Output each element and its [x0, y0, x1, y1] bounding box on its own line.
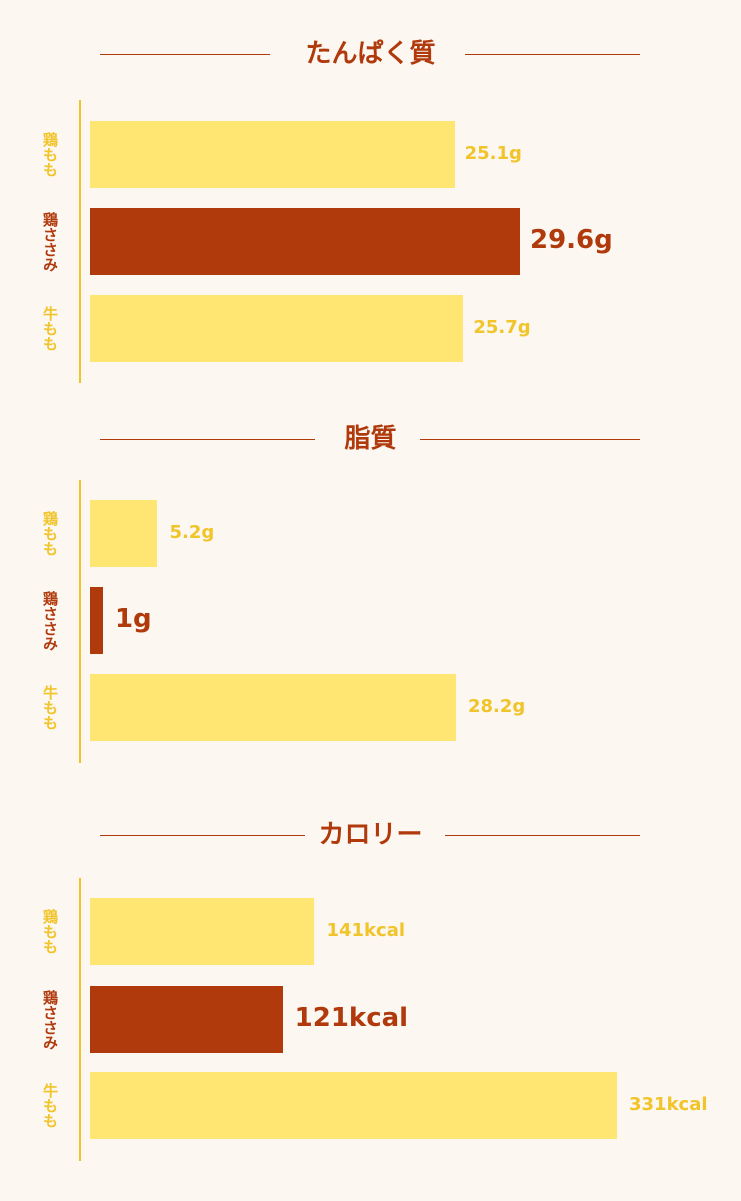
bar-highlighted [90, 208, 520, 275]
chart-title-row: たんぱく質 [0, 34, 741, 74]
value-label: 141kcal [326, 920, 406, 941]
value-label: 1g [114, 604, 152, 634]
bar [90, 898, 315, 965]
value-label: 25.1g [464, 143, 522, 164]
chart-title: 脂質 [344, 424, 397, 454]
value-label: 25.7g [473, 317, 531, 338]
category-label: 鶏ささみ [41, 989, 59, 1050]
bar [90, 500, 158, 567]
value-label: 121kcal [294, 1003, 409, 1033]
chart-title-row: カロリー [0, 815, 741, 855]
value-label: 5.2g [169, 522, 215, 543]
category-label: 牛もも [41, 685, 59, 730]
bar [90, 295, 464, 362]
title-rule-left [100, 439, 315, 440]
chart-title-row: 脂質 [0, 419, 741, 459]
title-rule-right [465, 54, 640, 55]
title-rule-right [445, 835, 640, 836]
category-label: 鶏ささみ [41, 590, 59, 651]
category-label: 鶏もも [41, 132, 59, 177]
chart-title: カロリー [318, 820, 423, 850]
bar [90, 1072, 617, 1139]
category-label: 鶏ささみ [41, 211, 59, 272]
bar [90, 674, 456, 741]
chart-title: たんぱく質 [305, 39, 436, 69]
category-label: 牛もも [41, 1083, 59, 1128]
chart-axis [79, 100, 81, 383]
chart-axis [79, 480, 81, 763]
bar-highlighted [90, 587, 103, 654]
chart-axis [79, 878, 81, 1161]
category-label: 鶏もも [41, 511, 59, 556]
category-label: 牛もも [41, 306, 59, 351]
category-label: 鶏もも [41, 909, 59, 954]
value-label: 29.6g [530, 225, 613, 255]
title-rule-left [100, 835, 305, 836]
value-label: 331kcal [629, 1094, 708, 1115]
title-rule-right [420, 439, 640, 440]
title-rule-left [100, 54, 270, 55]
value-label: 28.2g [468, 696, 526, 717]
bar [90, 121, 455, 188]
bar-highlighted [90, 986, 283, 1053]
